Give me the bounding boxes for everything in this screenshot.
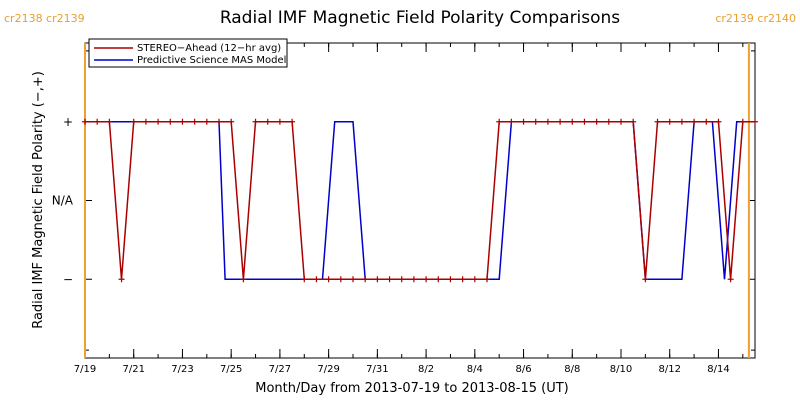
stereo-data-point	[106, 118, 113, 125]
stereo-data-point	[654, 118, 661, 125]
stereo-data-point	[191, 118, 198, 125]
stereo-data-point	[82, 118, 88, 125]
stereo-data-point	[216, 118, 222, 125]
stereo-data-point	[398, 276, 405, 283]
stereo-data-point	[289, 118, 296, 125]
x-tick-label: 8/14	[707, 364, 729, 375]
stereo-data-point	[752, 118, 758, 125]
x-tick-label: 7/29	[317, 364, 339, 375]
x-axis-ticks: 7/19 7/21 7/23 7/25 7/27 7/29 7/31 8/2 8/4 8/6 8/8…	[74, 43, 744, 375]
x-tick-label: 8/4	[467, 364, 483, 375]
stereo-data-point	[715, 118, 722, 125]
stereo-data-point	[459, 276, 466, 283]
stereo-data-point	[203, 118, 210, 125]
stereo-data-point	[630, 118, 637, 125]
stereo-data-point	[618, 118, 624, 125]
stereo-data-point	[94, 118, 101, 125]
legend-label-mas: Predictive Science MAS Model	[137, 55, 286, 66]
carrington-label: cr2139 cr2140	[715, 12, 796, 25]
x-tick-label: 8/10	[610, 364, 632, 375]
stereo-data-point	[130, 118, 137, 125]
stereo-data-point	[179, 118, 186, 125]
stereo-data-point	[435, 276, 442, 283]
x-tick-label: 7/31	[366, 364, 388, 375]
stereo-data-point	[520, 118, 527, 125]
legend-box	[88, 38, 288, 68]
x-tick-label: 8/12	[658, 364, 680, 375]
chart-title: Radial IMF Magnetic Field Polarity Compa…	[220, 8, 620, 28]
stereo-data-point	[471, 276, 478, 283]
stereo-data-point	[557, 118, 564, 125]
stereo-ahead-line	[85, 121, 755, 281]
x-axis-label: Month/Day from 2013-07-19 to 2013-08-15 …	[255, 381, 568, 396]
stereo-data-point	[508, 118, 515, 125]
y-tick-label: N/A	[52, 194, 74, 208]
mas-model-line	[85, 121, 755, 281]
stereo-data-point	[544, 118, 551, 125]
stereo-data-point	[593, 118, 600, 125]
y-axis-ticks: + N/A −	[52, 50, 755, 351]
stereo-data-point	[739, 118, 746, 125]
stereo-data-point	[252, 118, 259, 125]
stereo-data-point	[569, 118, 576, 125]
stereo-data-point	[362, 276, 369, 283]
stereo-data-point	[301, 276, 308, 283]
stereo-data-point	[605, 118, 612, 125]
stereo-data-point	[496, 118, 503, 125]
stereo-data-point	[337, 276, 344, 283]
stereo-data-point	[484, 276, 490, 283]
stereo-data-point	[228, 118, 235, 125]
legend-label-stereo: STEREO−Ahead (12−hr avg)	[137, 43, 281, 54]
stereo-data-point	[691, 118, 698, 125]
stereo-data-point	[532, 118, 539, 125]
stereo-data-point	[666, 118, 673, 125]
x-tick-label: 7/25	[220, 364, 242, 375]
x-tick-label: 8/8	[564, 364, 580, 375]
stereo-data-point	[386, 276, 393, 283]
stereo-data-point	[581, 118, 588, 125]
stereo-data-point	[678, 118, 685, 125]
stereo-data-point	[155, 118, 162, 125]
x-tick-label: 7/21	[122, 364, 144, 375]
stereo-data-point	[410, 276, 417, 283]
carrington-label: cr2138 cr2139	[4, 12, 85, 25]
series-layer	[82, 118, 758, 283]
stereo-data-point	[118, 276, 125, 283]
x-tick-label: 7/23	[171, 364, 193, 375]
stereo-data-point	[264, 118, 271, 125]
x-tick-label: 7/27	[269, 364, 291, 375]
y-axis-label: Radial IMF Magnetic Field Polarity (−,+)	[31, 71, 46, 329]
stereo-data-point	[447, 276, 454, 283]
x-tick-label: 8/6	[515, 364, 531, 375]
stereo-data-point	[167, 118, 174, 125]
stereo-data-point	[374, 276, 381, 283]
stereo-data-point	[142, 118, 149, 125]
y-tick-label: +	[63, 115, 73, 129]
x-tick-label: 7/19	[74, 364, 96, 375]
stereo-data-point	[350, 276, 356, 283]
stereo-data-point	[423, 276, 430, 283]
stereo-data-point	[240, 276, 247, 283]
stereo-data-point	[276, 118, 283, 125]
stereo-data-point	[727, 276, 734, 283]
legend: STEREO−Ahead (12−hr avg) Predictive Scie…	[88, 38, 288, 68]
stereo-data-point	[642, 276, 649, 283]
x-tick-label: 8/2	[418, 364, 434, 375]
stereo-data-point	[325, 276, 332, 283]
y-tick-label: −	[63, 272, 73, 286]
carrington-markers: cr2138 cr2139 cr2139 cr2140	[4, 12, 796, 358]
plot-frame	[84, 42, 756, 359]
stereo-data-point	[313, 276, 320, 283]
stereo-data-point	[703, 118, 710, 125]
